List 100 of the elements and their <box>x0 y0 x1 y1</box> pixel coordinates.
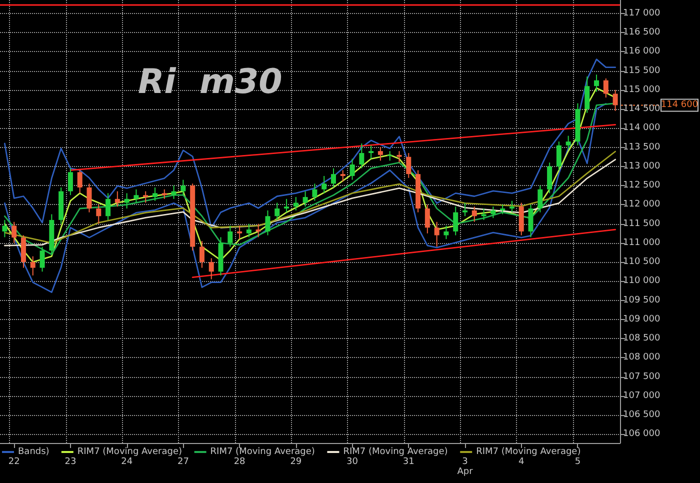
candlestick <box>340 170 346 182</box>
candlestick <box>180 179 186 196</box>
text: Ri m30 <box>138 62 282 102</box>
legend-label: RIM7 (Moving Average) <box>210 447 315 457</box>
y-tick-label: 108 500 <box>623 334 660 344</box>
candlestick <box>556 141 562 171</box>
x-tick-label: 5 <box>574 457 581 467</box>
legend-label: RIM7 (Moving Average) <box>476 447 581 457</box>
candlestick <box>114 190 120 208</box>
candlestick <box>603 78 608 98</box>
candlestick <box>528 204 534 238</box>
y-tick-label: 114 500 <box>623 104 660 114</box>
y-tick-label: 110 500 <box>623 257 660 268</box>
x-tick-label: 4 <box>518 457 524 467</box>
text: 114 600 <box>660 100 698 110</box>
candlestick <box>265 210 270 236</box>
candlestick <box>30 256 36 276</box>
x-tick-label: 30 <box>346 457 358 467</box>
candlestick <box>312 183 318 202</box>
y-tick-label: 109 500 <box>623 295 660 306</box>
y-tick-label: 107 000 <box>623 390 660 401</box>
y-tick-label: 113 500 <box>623 142 660 152</box>
candlestick <box>481 208 486 220</box>
x-tick-label: 3 Apr <box>457 457 474 477</box>
candlestick <box>547 162 552 194</box>
candlestick <box>406 152 412 178</box>
y-tick-label: 111 500 <box>623 218 660 229</box>
candlestick <box>77 170 82 194</box>
y-tick-label: 114 000 <box>623 123 660 134</box>
x-tick-label: 29 <box>290 457 302 467</box>
legend-label: RIM7 (Moving Average) <box>343 447 448 457</box>
candlestick <box>106 192 111 220</box>
y-tick-label: 113 000 <box>623 161 660 172</box>
y-tick-label: 117 000 <box>623 8 660 18</box>
candlestick <box>96 204 102 224</box>
candlestick <box>284 198 290 213</box>
y-tick-label: 111 000 <box>623 238 660 248</box>
candlestick <box>86 183 92 213</box>
y-tick-label: 106 000 <box>623 429 660 440</box>
candlestick <box>378 146 383 162</box>
candlestick <box>359 142 364 169</box>
legend-label: RIM7 (Moving Average) <box>77 447 182 457</box>
x-tick-label: 22 <box>8 457 20 467</box>
candlestick <box>612 89 618 112</box>
candlestick <box>293 196 298 211</box>
x-tick-label: 28 <box>234 457 246 467</box>
candlestick <box>453 206 458 236</box>
y-tick-label: 109 000 <box>623 314 660 324</box>
candlestick <box>237 225 242 240</box>
x-tick-label: 24 <box>121 457 133 467</box>
candlestick <box>208 258 214 280</box>
x-tick-label: 23 <box>64 457 76 467</box>
candlestick <box>143 190 148 204</box>
candlestick <box>171 185 176 200</box>
candlestick <box>387 150 392 162</box>
candlestick <box>2 219 8 238</box>
y-tick-label: 116 500 <box>623 28 660 38</box>
y-tick-label: 115 000 <box>623 84 660 95</box>
candlestick <box>124 192 130 209</box>
x-tick-label: 27 <box>177 457 189 467</box>
candlestick <box>274 202 280 220</box>
candlestick <box>330 168 336 188</box>
y-tick-label: 107 500 <box>623 372 660 382</box>
candlestick <box>134 188 139 204</box>
candlestick <box>538 185 543 213</box>
candlestick <box>509 200 514 213</box>
candlestick <box>152 186 158 202</box>
candlestick <box>199 240 204 268</box>
candlestick <box>444 225 449 240</box>
x-tick-label: 31 <box>402 457 414 467</box>
candlestick <box>302 190 308 208</box>
y-tick-label: 110 000 <box>623 276 660 286</box>
candlestick <box>434 221 440 248</box>
candlestick <box>228 225 233 248</box>
candlestick <box>396 150 402 164</box>
candlestick <box>594 74 600 92</box>
y-tick-label: 112 500 <box>623 180 660 191</box>
candlestick <box>472 206 477 222</box>
line-series <box>4 58 616 228</box>
y-tick-label: 116 000 <box>623 46 660 57</box>
candlestick <box>350 158 355 180</box>
candlestick <box>368 144 374 160</box>
line-series <box>4 102 607 293</box>
y-tick-label: 108 000 <box>623 352 660 363</box>
candlestick <box>424 204 430 234</box>
candlestick <box>40 246 45 272</box>
candlestick <box>246 223 252 238</box>
y-tick-label: 106 500 <box>623 410 660 420</box>
candlestick <box>566 135 571 150</box>
candlestick <box>462 202 468 217</box>
y-tick-label: 112 000 <box>623 200 660 210</box>
candlestick <box>584 76 590 114</box>
candlestick <box>256 223 261 238</box>
candlestick <box>490 206 496 219</box>
candlestick <box>12 221 17 244</box>
legend-label: Bands) <box>18 447 50 457</box>
candlestick <box>322 175 327 194</box>
candlestick <box>500 204 506 215</box>
y-tick-label: 115 500 <box>623 66 660 76</box>
candlestick <box>68 168 73 196</box>
